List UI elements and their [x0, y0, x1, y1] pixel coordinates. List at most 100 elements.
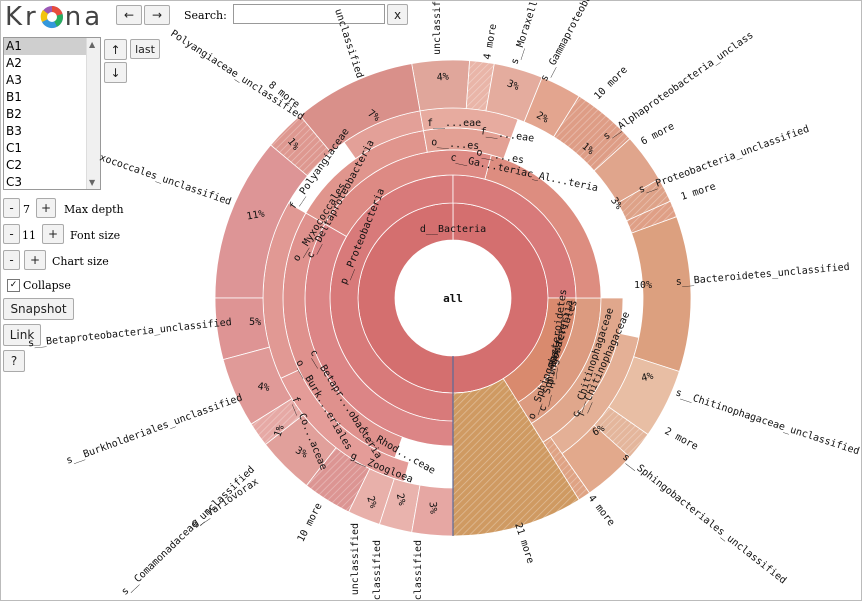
- collapse-checkbox[interactable]: ✓: [7, 279, 20, 292]
- leaf-4-more-wedge-hatch: [466, 60, 495, 111]
- dataset-item[interactable]: A2: [6, 56, 22, 70]
- leaf-label: s__Gammaproteobacte: [539, 0, 602, 83]
- search-clear-button[interactable]: x: [387, 4, 408, 25]
- family-gamma-label: f__...eae: [427, 118, 481, 129]
- help-button[interactable]: ?: [3, 350, 25, 372]
- leaf-label: s__Comamonadaceae_unclassified: [120, 464, 258, 597]
- font-size-minus-button[interactable]: -: [3, 224, 20, 244]
- dataset-last-button[interactable]: last: [130, 39, 160, 59]
- leaf-2-more-wedge-hatch: [594, 406, 648, 458]
- leaf-unclassified-2b-wedge[interactable]: [378, 478, 421, 533]
- leaf-unclassified-wedge[interactable]: [411, 59, 471, 112]
- leaf-10-more-wedge-hatch: [553, 96, 630, 171]
- scroll-up-icon[interactable]: ▲: [89, 40, 96, 49]
- leaf-label: 1 more: [680, 181, 718, 203]
- leaf-8-more-wedge-hatch: [270, 115, 331, 176]
- leaf-percent-label: 3%: [293, 445, 309, 461]
- left-arrow-icon: ←: [123, 8, 135, 22]
- logo-text-right: na: [64, 2, 104, 32]
- krona-logo: Kr na: [5, 2, 103, 32]
- leaf-percent-label: 1%: [272, 424, 286, 439]
- dataset-list-scrollbar[interactable]: ▲ ▼: [86, 38, 100, 189]
- collapse-toggle[interactable]: ✓ Collapse: [7, 279, 71, 292]
- dataset-item[interactable]: B2: [6, 107, 22, 121]
- more-21-wedge-hatch: [453, 378, 580, 536]
- font-size-label: Font size: [70, 229, 121, 242]
- dataset-item[interactable]: A3: [6, 73, 22, 87]
- leaf-label: 10 more: [592, 65, 630, 103]
- dataset-up-button[interactable]: ↑: [104, 39, 127, 60]
- leaf-label: unclassified: [432, 0, 443, 55]
- back-button[interactable]: ←: [116, 5, 142, 25]
- leaf-10-more-wedge-hatch: [306, 447, 370, 512]
- right-arrow-icon: →: [151, 8, 163, 22]
- leaf-label: s__Alphaproteobacteria_unclass: [601, 30, 755, 143]
- leaf-bacteroidetes-unclassified-wedge[interactable]: [631, 216, 692, 373]
- max-depth-label: Max depth: [64, 203, 124, 216]
- leaf-label: Polyangiaceae_unclassified: [168, 28, 305, 122]
- leaf-unclassified-7-wedge[interactable]: [299, 63, 421, 154]
- leaf-percent-label: 11%: [246, 209, 266, 223]
- max-depth-minus-button[interactable]: -: [3, 198, 20, 218]
- leaf-comamonadaceae-unclassified-wedge[interactable]: [264, 414, 337, 487]
- dataset-item[interactable]: B3: [6, 124, 22, 138]
- chart-size-plus-button[interactable]: +: [24, 250, 46, 270]
- font-size-plus-button[interactable]: +: [42, 224, 64, 244]
- leaf-percent-label: 4%: [640, 371, 654, 385]
- leaf-1-more-wedge-hatch: [626, 201, 677, 234]
- order-gamma-label: o__...es: [431, 137, 480, 152]
- leaf-label: unclassified: [372, 540, 383, 601]
- forward-button[interactable]: →: [144, 5, 170, 25]
- chart-size-minus-button[interactable]: -: [3, 250, 20, 270]
- search-label: Search:: [184, 9, 227, 22]
- max-depth-value: 7: [23, 203, 30, 216]
- leaf-label: s__Bacteroidetes_unclassified: [675, 262, 850, 288]
- chart-size-label: Chart size: [52, 255, 109, 268]
- search-input[interactable]: [233, 4, 385, 24]
- leaf-percent-label: 3%: [505, 78, 520, 93]
- leaf-label: s__Betaproteobacteria_unclassified: [28, 317, 233, 349]
- dataset-item[interactable]: C2: [6, 158, 23, 172]
- collapse-label: Collapse: [23, 279, 71, 292]
- leaf-label: 4 more: [482, 23, 499, 60]
- leaf-percent-label: 5%: [249, 317, 261, 328]
- leaf-percent-label: 2%: [534, 110, 550, 126]
- leaf-percent-label: 10%: [634, 280, 652, 291]
- class-gammaproteobacteria-wedge[interactable]: [484, 154, 602, 299]
- dataset-down-button[interactable]: ↓: [104, 62, 127, 83]
- logo-text-left: Kr: [5, 2, 39, 32]
- max-depth-plus-button[interactable]: +: [36, 198, 56, 218]
- dataset-item[interactable]: A1: [4, 38, 90, 55]
- dataset-item[interactable]: C3: [6, 175, 23, 189]
- leaf-myxococcales-unclassified-wedge[interactable]: [214, 144, 309, 299]
- leaf-label: s__Moraxell: [509, 0, 540, 66]
- leaf-percent-label: 4%: [257, 381, 271, 394]
- leaf-betaproteobacteria-unclassified-wedge[interactable]: [214, 297, 270, 361]
- leaf-percent-label: 4%: [436, 72, 449, 84]
- dataset-item[interactable]: C1: [6, 141, 23, 155]
- leaf-label: s__Burkholderiales_unclassified: [65, 392, 244, 466]
- leaf-percent-label: 6%: [591, 423, 607, 439]
- link-button[interactable]: Link: [3, 324, 41, 346]
- snapshot-button[interactable]: Snapshot: [3, 298, 74, 320]
- leaf-variovorax-wedge-hatch: [251, 398, 304, 445]
- leaf-label: 2 more: [663, 426, 700, 453]
- dataset-list[interactable]: A1 A2 A3 B1 B2 B3 C1 C2 C3 ▲ ▼: [3, 37, 101, 190]
- center-hole[interactable]: [395, 240, 511, 356]
- dataset-item[interactable]: B1: [6, 90, 22, 104]
- scroll-down-icon[interactable]: ▼: [89, 178, 96, 187]
- leaf-percent-label: 3%: [426, 501, 438, 514]
- font-size-value: 11: [22, 229, 36, 242]
- leaf-label: s__Chitinophagaceae_unclassified: [674, 387, 861, 457]
- leaf-label: 4 more: [586, 493, 617, 528]
- domain-label: d__Bacteria: [420, 224, 486, 235]
- leaf-label: g__Variovorax: [190, 476, 261, 529]
- leaf-4-more-wedge-hatch: [543, 437, 590, 500]
- leaf-burkholderiales-unclassified-wedge[interactable]: [222, 346, 293, 425]
- leaf-unclassified-3-wedge[interactable]: [411, 484, 454, 537]
- leaf-unclassified-2a-wedge[interactable]: [348, 468, 395, 525]
- leaf-label: unclassified: [413, 540, 424, 601]
- leaf-label: 6 more: [639, 121, 676, 148]
- leaf-label: 10 more: [296, 501, 325, 544]
